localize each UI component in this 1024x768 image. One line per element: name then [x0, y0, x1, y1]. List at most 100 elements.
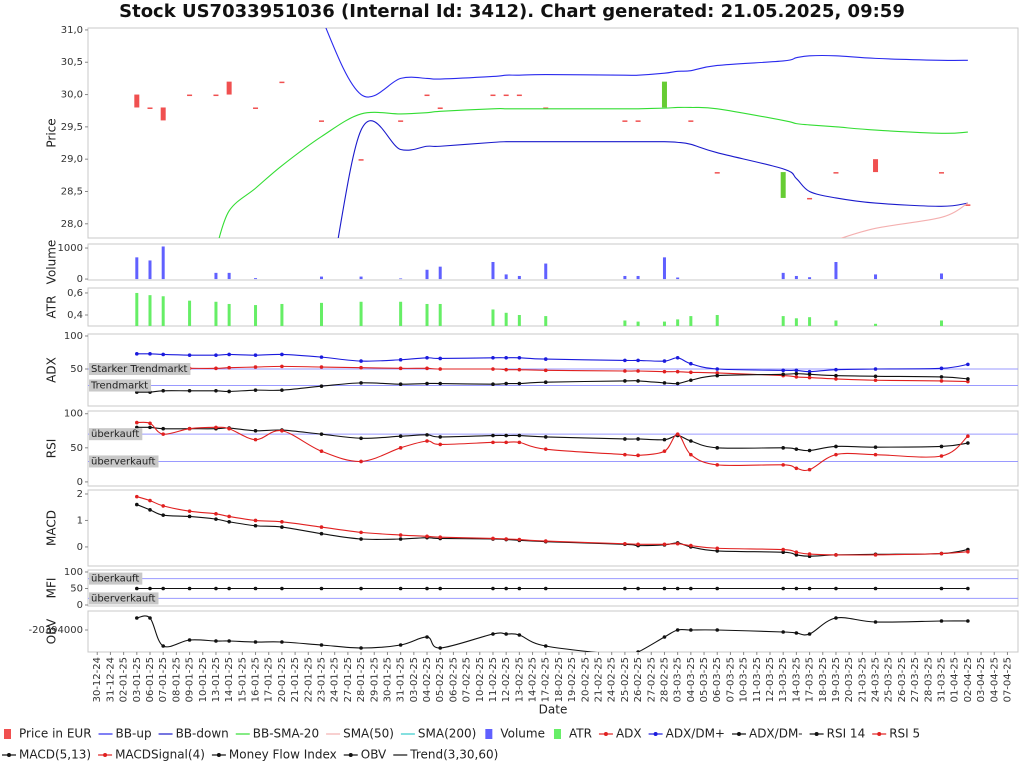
point-marker	[689, 543, 693, 548]
legend-swatch	[553, 729, 561, 739]
bar	[808, 317, 812, 326]
bar	[517, 275, 521, 280]
bar	[438, 266, 442, 280]
point-marker	[939, 551, 944, 556]
x-tick-label: 27-01-25	[343, 657, 354, 702]
y-tick-label: 28,0	[61, 219, 83, 230]
y-axis-label: MACD	[45, 510, 59, 546]
legend-label: MACDSignal(4)	[115, 748, 205, 762]
legend-label: Trend(3,30,60)	[409, 748, 498, 762]
point-marker	[214, 517, 218, 521]
point-marker	[807, 369, 812, 374]
point-marker	[781, 630, 785, 634]
point-marker	[675, 628, 680, 632]
point-marker	[280, 428, 284, 433]
point-marker	[873, 553, 878, 557]
x-tick-label: 20-03-25	[844, 657, 855, 702]
bar	[834, 262, 838, 280]
bar	[161, 296, 165, 326]
point-marker	[359, 530, 363, 535]
point-marker	[280, 586, 284, 591]
x-tick-label: 03-04-25	[976, 657, 987, 702]
point-marker	[781, 446, 785, 450]
point-marker	[517, 433, 522, 438]
point-marker	[438, 535, 443, 539]
point-marker	[319, 355, 324, 359]
legend-label: ADX/DM-	[749, 727, 803, 741]
legend-item: SMA(50)	[326, 727, 394, 741]
y-axis-label: Volume	[45, 240, 59, 285]
point-marker	[807, 632, 812, 636]
reference-label: Trendmarkt	[90, 381, 148, 392]
x-tick-label: 09-01-25	[185, 657, 196, 702]
point-marker	[491, 382, 495, 387]
plot-area	[87, 27, 1019, 239]
point-marker	[715, 367, 720, 371]
candle-body	[437, 107, 443, 109]
point-marker	[135, 494, 139, 499]
x-tick-label: 29-01-25	[369, 657, 380, 702]
legend-label: Volume	[500, 727, 545, 741]
bar	[188, 300, 192, 326]
point-marker	[438, 586, 443, 591]
candle-body	[358, 159, 364, 161]
x-tick-label: 14-01-25	[224, 657, 235, 702]
point-marker	[781, 586, 785, 591]
point-marker	[187, 514, 192, 519]
x-tick-label: 05-02-25	[435, 657, 446, 702]
point-marker	[623, 369, 627, 373]
point-marker	[227, 586, 231, 591]
point-marker	[280, 388, 284, 392]
x-tick-label: 25-02-25	[620, 657, 631, 702]
point-marker	[794, 371, 799, 376]
candle-body	[833, 172, 839, 174]
bar	[135, 292, 139, 326]
legend-label: BB-down	[176, 727, 229, 741]
point-marker	[280, 519, 284, 524]
point-marker	[794, 466, 799, 471]
point-marker	[253, 437, 258, 442]
bar	[319, 302, 323, 326]
legend-marker	[814, 732, 819, 736]
point-marker	[781, 372, 785, 377]
point-marker	[873, 378, 878, 383]
point-marker	[187, 638, 192, 642]
candle-body	[253, 107, 259, 109]
panel-6	[88, 578, 1018, 599]
point-marker	[517, 440, 522, 445]
point-marker	[873, 374, 878, 379]
legend-label: Money Flow Index	[229, 748, 337, 762]
x-tick-label: 24-01-25	[330, 657, 341, 702]
bar	[438, 303, 442, 326]
candle-body	[503, 94, 509, 97]
point-marker	[425, 433, 429, 437]
point-marker	[966, 549, 970, 554]
point-marker	[939, 619, 944, 623]
point-marker	[715, 549, 720, 553]
point-marker	[504, 367, 508, 372]
point-marker	[425, 534, 429, 539]
point-marker	[939, 366, 944, 371]
point-marker	[187, 426, 192, 431]
point-marker	[438, 646, 443, 650]
y-axis-label: OBV	[45, 618, 59, 644]
x-tick-label: 06-01-25	[145, 657, 156, 702]
bar	[148, 295, 152, 326]
y-tick-label: 0,4	[67, 310, 83, 321]
point-marker	[227, 514, 231, 519]
point-marker	[636, 379, 640, 383]
point-marker	[148, 352, 152, 356]
plot-area	[87, 243, 1019, 281]
legend-item: MACD(5,13)	[2, 748, 91, 762]
y-tick-label: 28,5	[61, 186, 83, 197]
point-marker	[636, 586, 640, 591]
point-marker	[359, 646, 363, 650]
bar	[874, 323, 878, 326]
x-tick-label: 15-01-25	[237, 657, 248, 702]
legend-label: BB-up	[116, 727, 152, 741]
point-marker	[425, 586, 429, 591]
point-marker	[280, 640, 284, 644]
point-marker	[794, 368, 799, 373]
point-marker	[662, 586, 667, 591]
point-marker	[517, 355, 522, 360]
